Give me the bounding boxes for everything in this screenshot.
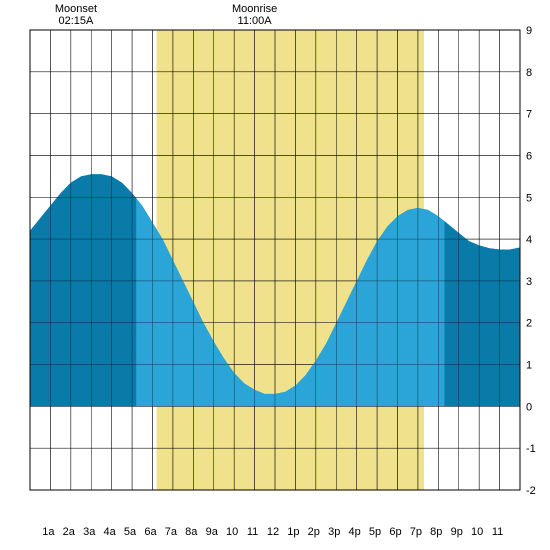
moonset-label: Moonset [55,3,97,15]
x-tick-label: 3a [83,526,96,538]
x-tick-label: 7a [165,526,178,538]
x-tick-label: 5p [369,526,381,538]
y-tick-label: 7 [526,109,532,121]
moonrise-label: Moonrise [232,3,277,15]
y-tick-label: 6 [526,150,532,162]
x-tick-label: 8p [430,526,442,538]
x-tick-label: 4a [104,526,117,538]
x-tick-label: 7p [410,526,422,538]
tide-chart: -2-101234567891a2a3a4a5a6a7a8a9a1011121p… [0,0,550,550]
x-tick-label: 11 [492,526,503,538]
x-tick-label: 2p [308,526,320,538]
x-tick-label: 10 [226,526,238,538]
y-tick-label: 5 [526,192,532,204]
moonrise-time: 11:00A [238,15,273,27]
y-tick-label: 2 [526,318,532,330]
x-tick-label: 10 [471,526,483,538]
y-tick-label: 1 [526,360,532,372]
x-tick-label: 5a [124,526,137,538]
y-tick-label: 8 [526,67,532,79]
x-tick-label: 9p [451,526,463,538]
y-tick-label: 9 [526,25,532,37]
x-tick-label: 1p [287,526,299,538]
x-tick-label: 11 [247,526,258,538]
x-tick-label: 1a [42,526,55,538]
moonset-time: 02:15A [59,15,95,27]
x-tick-label: 8a [185,526,198,538]
y-tick-label: 4 [526,234,532,246]
x-tick-label: 12 [267,526,279,538]
y-tick-label: -1 [526,443,536,455]
x-tick-label: 2a [63,526,76,538]
x-tick-label: 6p [389,526,401,538]
y-tick-label: 3 [526,276,532,288]
x-tick-label: 9a [206,526,219,538]
y-tick-label: 0 [526,401,532,413]
x-tick-label: 3p [328,526,340,538]
x-tick-label: 6a [144,526,157,538]
chart-svg: -2-101234567891a2a3a4a5a6a7a8a9a1011121p… [0,0,550,550]
y-tick-label: -2 [526,485,536,497]
x-tick-label: 4p [349,526,361,538]
